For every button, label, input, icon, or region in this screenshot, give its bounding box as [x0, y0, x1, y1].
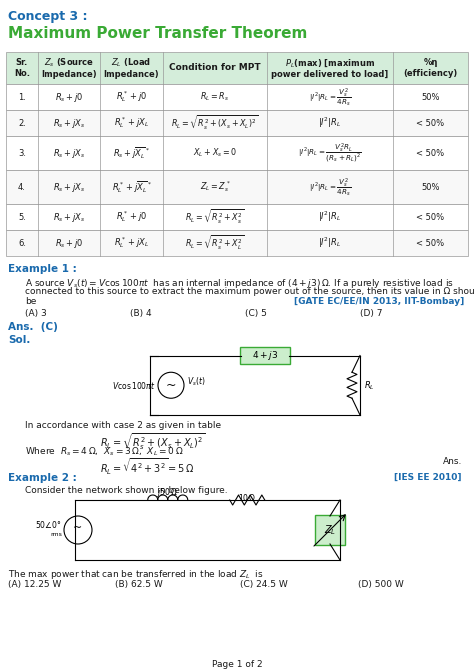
- Text: $|I^2|R_L$: $|I^2|R_L$: [318, 210, 342, 224]
- Text: (C) 5: (C) 5: [245, 309, 267, 318]
- Bar: [6, 136, 468, 170]
- Text: $R_L$: $R_L$: [364, 379, 375, 391]
- Text: $R_s + j0$: $R_s + j0$: [55, 237, 83, 249]
- Text: Sol.: Sol.: [8, 335, 30, 345]
- Text: $50\angle 0°$: $50\angle 0°$: [36, 519, 62, 529]
- Text: $R_L = \sqrt{4^2 + 3^2} = 5\,\Omega$: $R_L = \sqrt{4^2 + 3^2} = 5\,\Omega$: [100, 457, 195, 478]
- Text: A source $V_s(t) = V\cos100\pi t$  has an internal impedance of $(4+j3)\,\Omega$: A source $V_s(t) = V\cos100\pi t$ has an…: [25, 277, 454, 290]
- Text: Where  $R_s = 4\,\Omega$,  $X_s = 3\,\Omega$,  $X_L = 0\,\Omega$: Where $R_s = 4\,\Omega$, $X_s = 3\,\Omeg…: [25, 445, 183, 458]
- Text: $R_L^*+ j0$: $R_L^*+ j0$: [116, 210, 147, 224]
- Text: 5.: 5.: [18, 212, 26, 222]
- Text: 50%: 50%: [421, 182, 440, 192]
- Text: (A) 12.25 W: (A) 12.25 W: [8, 580, 61, 589]
- Text: $R_s + jX_s$: $R_s + jX_s$: [53, 180, 85, 194]
- Text: Condition for MPT: Condition for MPT: [169, 64, 261, 72]
- Text: Sr.
No.: Sr. No.: [14, 58, 30, 78]
- Text: (A) 3: (A) 3: [25, 309, 47, 318]
- Text: $R_L^*+ jX_L$: $R_L^*+ jX_L$: [114, 236, 149, 251]
- Text: be: be: [25, 297, 36, 306]
- Text: The max power that can be transferred in the load $Z_L$  is: The max power that can be transferred in…: [8, 568, 264, 581]
- Text: $R_L = \sqrt{R_s^2 + X_L^2}$: $R_L = \sqrt{R_s^2 + X_L^2}$: [185, 234, 245, 252]
- Text: $j50\,\Omega$: $j50\,\Omega$: [157, 486, 179, 499]
- Text: $Z_s$ (Source
Impedance): $Z_s$ (Source Impedance): [41, 56, 97, 80]
- Text: $R_L = R_s$: $R_L = R_s$: [201, 90, 229, 103]
- Text: (D) 500 W: (D) 500 W: [358, 580, 404, 589]
- Text: Consider the network shown in below figure.: Consider the network shown in below figu…: [25, 486, 228, 495]
- Text: rms: rms: [50, 533, 62, 537]
- Text: (C) 24.5 W: (C) 24.5 W: [240, 580, 288, 589]
- Text: $|I^2|R_L = \dfrac{V_s^2 R_L}{(R_s + R_L)^2}$: $|I^2|R_L = \dfrac{V_s^2 R_L}{(R_s + R_L…: [298, 141, 362, 164]
- Text: %η
(efficiency): %η (efficiency): [403, 58, 457, 78]
- Text: $V\cos100\pi t$: $V\cos100\pi t$: [112, 380, 156, 391]
- Text: $R_L^*+ jX_L$: $R_L^*+ jX_L$: [114, 115, 149, 131]
- Text: $R_L = \sqrt{R_s^2 + (X_s + X_L)^2}$: $R_L = \sqrt{R_s^2 + (X_s + X_L)^2}$: [172, 114, 259, 132]
- Text: < 50%: < 50%: [417, 149, 445, 157]
- Bar: [6, 204, 468, 230]
- Text: $P_L$(max) [maximum
power delivered to load]: $P_L$(max) [maximum power delivered to l…: [272, 57, 389, 79]
- Text: < 50%: < 50%: [417, 239, 445, 247]
- Text: $R_L^*+ j\overline{X_L}{}^*$: $R_L^*+ j\overline{X_L}{}^*$: [111, 179, 151, 195]
- Text: Concept 3 :: Concept 3 :: [8, 10, 88, 23]
- Text: ~: ~: [166, 379, 176, 392]
- Text: $|I^2|R_L = \dfrac{V_s^2}{4R_s}$: $|I^2|R_L = \dfrac{V_s^2}{4R_s}$: [309, 176, 351, 198]
- Text: $|I^2|R_L$: $|I^2|R_L$: [318, 116, 342, 130]
- FancyBboxPatch shape: [315, 515, 345, 545]
- Text: $X_L + X_s = 0$: $X_L + X_s = 0$: [193, 147, 237, 159]
- Text: $R_s + jX_s$: $R_s + jX_s$: [53, 210, 85, 224]
- Text: Maximum Power Transfer Theorem: Maximum Power Transfer Theorem: [8, 26, 307, 41]
- Text: $Z_L$ (Load
Impedance): $Z_L$ (Load Impedance): [104, 56, 159, 80]
- Text: (D) 7: (D) 7: [360, 309, 383, 318]
- Text: $R_L = \sqrt{R_s^2 + X_s^2}$: $R_L = \sqrt{R_s^2 + X_s^2}$: [185, 208, 245, 226]
- Text: ~: ~: [73, 523, 82, 533]
- Text: 4.: 4.: [18, 182, 26, 192]
- Text: (B) 62.5 W: (B) 62.5 W: [115, 580, 163, 589]
- Text: $V_s(t)$: $V_s(t)$: [187, 376, 206, 389]
- Bar: [6, 110, 468, 136]
- Bar: [6, 170, 468, 204]
- Text: Example 1 :: Example 1 :: [8, 264, 77, 274]
- Text: 50%: 50%: [421, 92, 440, 101]
- Text: [IES EE 2010]: [IES EE 2010]: [394, 473, 462, 482]
- Text: $R_s + jX_s$: $R_s + jX_s$: [53, 117, 85, 129]
- Text: [GATE EC/EE/IN 2013, IIT-Bombay]: [GATE EC/EE/IN 2013, IIT-Bombay]: [294, 297, 464, 306]
- Text: < 50%: < 50%: [417, 119, 445, 127]
- Text: $Z_L = Z_s^*$: $Z_L = Z_s^*$: [200, 180, 230, 194]
- Text: 2.: 2.: [18, 119, 26, 127]
- Text: Ans.  (C): Ans. (C): [8, 322, 58, 332]
- Text: 1.: 1.: [18, 92, 26, 101]
- Text: 6.: 6.: [18, 239, 26, 247]
- Text: connected to this source to extract the maximum power out of the source, then it: connected to this source to extract the …: [25, 287, 474, 296]
- Text: $R_L = \sqrt{R_s^2 + (X_s + X_L)^2}$: $R_L = \sqrt{R_s^2 + (X_s + X_L)^2}$: [100, 432, 206, 452]
- Text: 3.: 3.: [18, 149, 26, 157]
- Text: Page 1 of 2: Page 1 of 2: [212, 660, 262, 669]
- FancyBboxPatch shape: [240, 347, 290, 364]
- Text: $R_s + j\overline{X_L}{}^*$: $R_s + j\overline{X_L}{}^*$: [113, 145, 150, 161]
- Bar: [6, 84, 468, 110]
- Text: $|I^2|R_L$: $|I^2|R_L$: [318, 236, 342, 250]
- Text: Example 2 :: Example 2 :: [8, 473, 77, 483]
- Text: In accordance with case 2 as given in table: In accordance with case 2 as given in ta…: [25, 421, 221, 430]
- Text: Ans.: Ans.: [443, 457, 462, 466]
- Text: $R_s + j0$: $R_s + j0$: [55, 90, 83, 103]
- Text: $R_s + jX_s$: $R_s + jX_s$: [53, 147, 85, 159]
- Text: $4+j3$: $4+j3$: [252, 349, 278, 362]
- Text: < 50%: < 50%: [417, 212, 445, 222]
- Text: $R_L^*+ j0$: $R_L^*+ j0$: [116, 90, 147, 105]
- Text: $10\,\Omega$: $10\,\Omega$: [238, 492, 256, 503]
- Text: $Z_L$: $Z_L$: [324, 523, 336, 537]
- Bar: [6, 230, 468, 256]
- Text: (B) 4: (B) 4: [130, 309, 152, 318]
- Bar: [6, 52, 468, 84]
- Text: $|I^2|R_L = \dfrac{V_s^2}{4R_s}$: $|I^2|R_L = \dfrac{V_s^2}{4R_s}$: [309, 86, 351, 108]
